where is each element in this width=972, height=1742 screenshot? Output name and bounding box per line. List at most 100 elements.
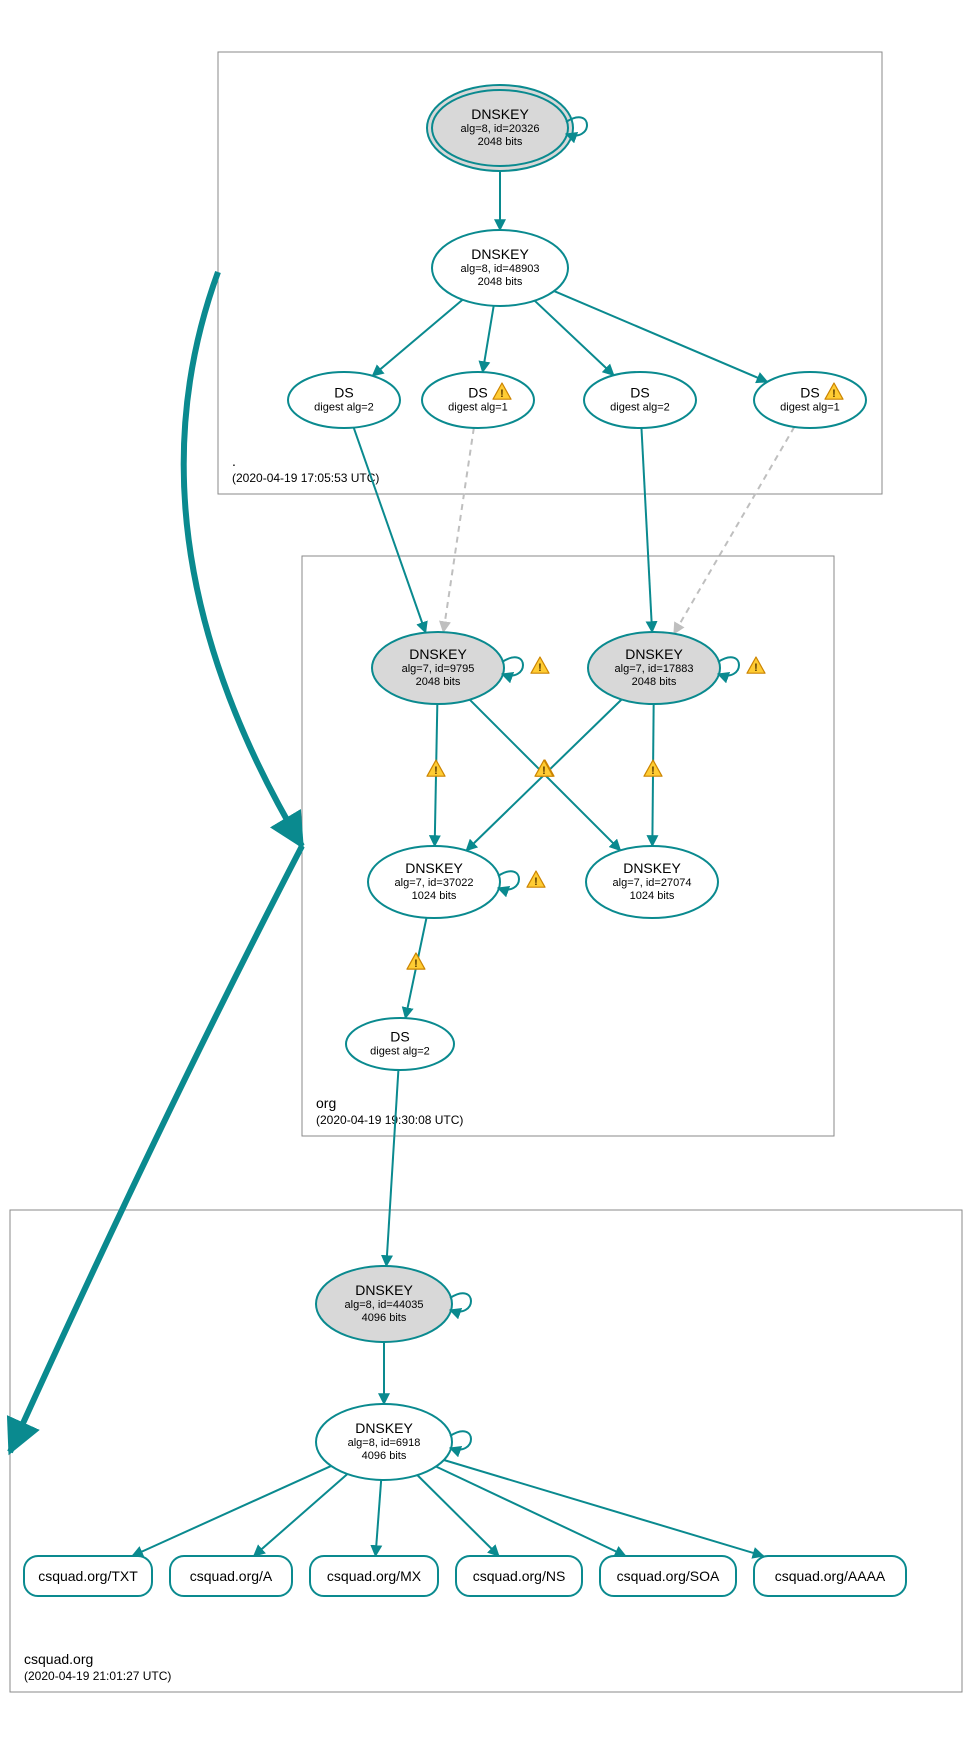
edge — [354, 428, 426, 633]
node-label: alg=8, id=44035 — [345, 1299, 424, 1311]
node-label: csquad.org/AAAA — [775, 1568, 886, 1584]
node-k_cs_6918: DNSKEYalg=8, id=69184096 bits — [316, 1404, 471, 1480]
node-label: alg=8, id=48903 — [461, 263, 540, 275]
node-k_org_9795: DNSKEYalg=7, id=97952048 bits — [372, 632, 523, 704]
zone-edge — [10, 846, 302, 1452]
zone-title: . — [232, 453, 236, 469]
node-label: 1024 bits — [630, 890, 675, 902]
svg-text:!: ! — [651, 765, 655, 777]
zone-title: org — [316, 1095, 336, 1111]
node-label: digest alg=2 — [610, 402, 670, 414]
edge — [641, 428, 652, 632]
node-k_org_37022: DNSKEYalg=7, id=370221024 bits — [368, 846, 519, 918]
edge — [132, 1466, 331, 1556]
zone-timestamp: (2020-04-19 17:05:53 UTC) — [232, 471, 379, 485]
node-k_root_20326: DNSKEYalg=8, id=203262048 bits — [427, 85, 587, 171]
node-label: csquad.org/SOA — [617, 1568, 720, 1584]
zone-edges — [10, 272, 302, 1452]
node-label: 4096 bits — [362, 1312, 407, 1324]
self-loop — [450, 1431, 471, 1449]
node-label: alg=8, id=6918 — [348, 1437, 421, 1449]
edge — [554, 291, 767, 382]
self-loop — [498, 871, 519, 889]
zone-title: csquad.org — [24, 1651, 93, 1667]
zone-edge — [184, 272, 302, 846]
warning-icon: ! — [747, 657, 765, 674]
svg-text:!: ! — [500, 388, 504, 400]
svg-text:!: ! — [434, 765, 438, 777]
node-label: csquad.org/TXT — [38, 1568, 138, 1584]
node-label: csquad.org/A — [190, 1568, 273, 1584]
node-ds_r3: DSdigest alg=2 — [584, 372, 696, 428]
node-label: csquad.org/NS — [473, 1568, 566, 1584]
zone-timestamp: (2020-04-19 21:01:27 UTC) — [24, 1669, 171, 1683]
node-label: DNSKEY — [409, 646, 467, 662]
node-label: alg=7, id=37022 — [395, 877, 474, 889]
node-k_org_17883: DNSKEYalg=7, id=178832048 bits — [588, 632, 739, 704]
edge — [386, 1070, 398, 1266]
edge — [417, 1475, 498, 1556]
node-label: DNSKEY — [471, 246, 529, 262]
edge — [375, 1480, 381, 1556]
node-label: 2048 bits — [478, 276, 523, 288]
self-loop — [502, 657, 523, 675]
node-rr_mx: csquad.org/MX — [310, 1556, 438, 1596]
node-rr_a: csquad.org/A — [170, 1556, 292, 1596]
node-label: alg=8, id=20326 — [461, 123, 540, 135]
node-rr_soa: csquad.org/SOA — [600, 1556, 736, 1596]
node-ds_r2: DSdigest alg=1 — [422, 372, 534, 428]
node-k_cs_44035: DNSKEYalg=8, id=440354096 bits — [316, 1266, 471, 1342]
node-rr_txt: csquad.org/TXT — [24, 1556, 152, 1596]
node-k_root_48903: DNSKEYalg=8, id=489032048 bits — [432, 230, 568, 306]
zone-timestamp: (2020-04-19 19:30:08 UTC) — [316, 1113, 463, 1127]
edge — [443, 428, 473, 632]
svg-text:!: ! — [754, 662, 758, 674]
node-label: DS — [334, 385, 353, 401]
node-label: 1024 bits — [412, 890, 457, 902]
node-label: DS — [800, 385, 819, 401]
node-label: digest alg=2 — [370, 1046, 430, 1058]
node-label: alg=7, id=9795 — [402, 663, 475, 675]
node-label: DNSKEY — [355, 1282, 413, 1298]
node-label: DS — [390, 1029, 409, 1045]
warning-icon: ! — [427, 760, 445, 777]
svg-text:!: ! — [534, 876, 538, 888]
edge — [674, 427, 794, 634]
node-rr_aaaa: csquad.org/AAAA — [754, 1556, 906, 1596]
nodes: DNSKEYalg=8, id=203262048 bitsDNSKEYalg=… — [24, 85, 906, 1596]
svg-text:!: ! — [414, 958, 418, 970]
node-label: digest alg=1 — [448, 402, 508, 414]
node-ds_org: DSdigest alg=2 — [346, 1018, 454, 1070]
svg-text:!: ! — [832, 388, 836, 400]
node-label: DNSKEY — [471, 106, 529, 122]
warning-icon: ! — [527, 871, 545, 888]
warning-icon: ! — [531, 657, 549, 674]
node-label: 2048 bits — [478, 136, 523, 148]
edge — [436, 1467, 626, 1556]
node-k_org_27074: DNSKEYalg=7, id=270741024 bits — [586, 846, 718, 918]
node-label: DNSKEY — [405, 860, 463, 876]
node-label: 4096 bits — [362, 1450, 407, 1462]
node-ds_r1: DSdigest alg=2 — [288, 372, 400, 428]
node-label: alg=7, id=27074 — [613, 877, 692, 889]
warning-icon: ! — [644, 760, 662, 777]
svg-text:!: ! — [538, 662, 542, 674]
self-loop — [718, 657, 739, 675]
node-label: 2048 bits — [632, 676, 677, 688]
self-loop — [450, 1293, 471, 1311]
node-label: csquad.org/MX — [327, 1568, 422, 1584]
edge — [372, 300, 462, 376]
edge — [254, 1474, 348, 1556]
zone-csquad: csquad.org (2020-04-19 21:01:27 UTC) — [10, 1210, 962, 1692]
node-label: DNSKEY — [355, 1420, 413, 1436]
node-label: digest alg=2 — [314, 402, 374, 414]
edge — [483, 306, 494, 372]
node-label: DNSKEY — [625, 646, 683, 662]
node-rr_ns: csquad.org/NS — [456, 1556, 582, 1596]
node-label: 2048 bits — [416, 676, 461, 688]
node-label: DS — [630, 385, 649, 401]
node-label: alg=7, id=17883 — [615, 663, 694, 675]
node-ds_r4: DSdigest alg=1 — [754, 372, 866, 428]
warning-icon: ! — [407, 953, 425, 970]
svg-text:!: ! — [542, 765, 546, 777]
